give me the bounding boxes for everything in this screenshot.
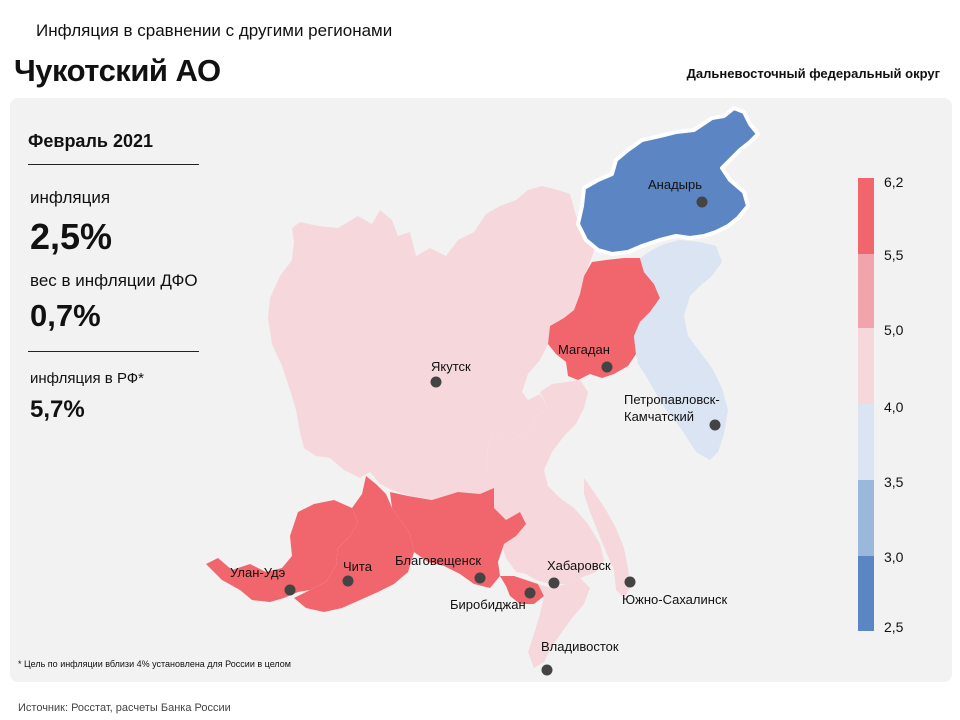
scale-tick-label: 3,5 (884, 474, 904, 490)
divider (28, 351, 199, 352)
scale-band-4-0-5-0 (858, 328, 874, 404)
city-marker-ulanude[interactable] (284, 584, 296, 596)
city-marker-yuzhno[interactable] (624, 576, 636, 588)
region-yakutia[interactable] (268, 186, 596, 500)
city-label-vladivostok: Владивосток (541, 639, 619, 654)
scale-tick-label: 5,5 (884, 247, 904, 263)
region-primorye[interactable] (528, 578, 590, 668)
city-marker-birobidzhan[interactable] (524, 587, 536, 599)
color-scale-legend: 6,2 5,5 5,0 4,0 3,5 3,0 2,5 (858, 174, 904, 635)
divider (28, 164, 199, 165)
inflation-label: инфляция (30, 188, 111, 207)
scale-band-3-5-4-0 (858, 404, 874, 480)
weight-label: вес в инфляции ДФО (30, 271, 198, 290)
rf-inflation-label: инфляция в РФ* (30, 370, 145, 387)
footnote: * Цель по инфляции вблизи 4% установлена… (18, 659, 291, 669)
scale-tick-label: 5,0 (884, 322, 904, 338)
region-zabaykalsky[interactable] (294, 476, 414, 612)
inflation-value: 2,5% (30, 216, 113, 257)
weight-value: 0,7% (30, 298, 101, 333)
district-label: Дальневосточный федеральный округ (686, 66, 940, 81)
region-kamchatka[interactable] (634, 240, 728, 460)
region-amur[interactable] (390, 488, 526, 588)
period-label: Февраль 2021 (28, 131, 153, 151)
scale-tick-label: 6,2 (884, 174, 904, 190)
city-label-blagoveshchensk: Благовещенск (395, 553, 481, 568)
city-marker-anadyr[interactable] (696, 196, 708, 208)
city-marker-chita[interactable] (342, 575, 354, 587)
city-label-yakutsk: Якутск (431, 359, 471, 374)
source-note: Источник: Росстат, расчеты Банка России (18, 702, 231, 714)
city-label-yuzhno: Южно-Сахалинск (622, 592, 727, 607)
scale-band-5-0-5-5 (858, 254, 874, 328)
city-marker-yakutsk[interactable] (430, 376, 442, 388)
scale-tick-label: 3,0 (884, 549, 904, 565)
scale-band-5-5-6-2 (858, 178, 874, 254)
rf-inflation-value: 5,7% (30, 396, 85, 423)
scale-tick-label: 4,0 (884, 399, 904, 415)
region-chukotka[interactable] (576, 106, 760, 256)
region-sakhalin[interactable] (584, 478, 630, 598)
scale-band-2-5-3-0 (858, 556, 874, 631)
city-marker-petropavlovsk[interactable] (709, 419, 721, 431)
page-subtitle: Инфляция в сравнении с другими регионами (36, 21, 393, 40)
region-magadan[interactable] (548, 258, 660, 380)
city-label-petropavlovsk: Петропавловск-Камчатский (624, 392, 720, 424)
city-label-khabarovsk: Хабаровск (547, 558, 611, 573)
city-label-ulanude: Улан-Удэ (230, 565, 286, 580)
city-label-birobidzhan: Биробиджан (450, 597, 526, 612)
city-marker-blagoveshchensk[interactable] (474, 572, 486, 584)
page-title: Чукотский АО (14, 53, 221, 88)
city-label-magadan: Магадан (558, 342, 610, 357)
city-marker-magadan[interactable] (601, 361, 613, 373)
scale-tick-label: 2,5 (884, 619, 904, 635)
city-label-chita: Чита (343, 559, 373, 574)
city-marker-khabarovsk[interactable] (548, 577, 560, 589)
city-marker-vladivostok[interactable] (541, 664, 553, 676)
scale-band-3-0-3-5 (858, 480, 874, 556)
region-buryatia[interactable] (206, 500, 358, 602)
city-label-anadyr: Анадырь (648, 177, 702, 192)
